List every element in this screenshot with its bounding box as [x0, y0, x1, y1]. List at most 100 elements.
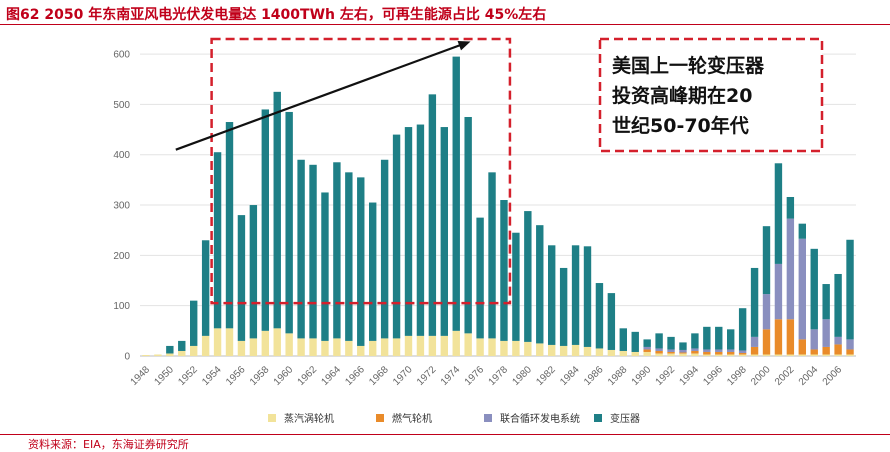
bar-gas-1998: [738, 352, 747, 355]
bar-combined-2004: [810, 329, 818, 350]
y-tick-label: 0: [124, 352, 130, 363]
note-text-line: 美国上一轮变压器: [612, 54, 765, 77]
bar-transformer-2000: [762, 226, 771, 295]
x-tick-label: 1994: [678, 364, 702, 388]
bar-steam-1958: [261, 330, 269, 356]
y-axis: 0 100 200 300 400 500 600: [113, 50, 130, 363]
bar-transformer-1991: [655, 333, 663, 349]
bar-transformer-1974: [452, 56, 460, 331]
bar-transformer-1981: [536, 225, 544, 344]
bar-gas-2007: [846, 349, 854, 355]
bar-transformer-1951: [178, 340, 186, 351]
bar-steam-1974: [452, 330, 460, 356]
legend-label-gas: 燃气轮机: [392, 412, 432, 425]
legend-label-steam: 蒸汽涡轮机: [284, 412, 334, 425]
bar-transformer-1959: [273, 91, 281, 329]
bar-steam-1972: [428, 335, 437, 356]
bar-combined-2003: [798, 238, 806, 340]
x-tick-label: 1988: [606, 364, 630, 388]
bar-gas-2006: [834, 344, 842, 355]
bar-transformer-1995: [703, 326, 711, 350]
bar-transformer-1963: [321, 192, 329, 341]
bar-transformer-1962: [309, 164, 317, 339]
y-tick-label: 400: [113, 150, 130, 161]
bar-combined-2006: [834, 336, 842, 345]
x-tick-label: 2002: [773, 364, 797, 388]
legend-label-transformer: 变压器: [610, 412, 640, 425]
bar-steam-1970: [404, 335, 413, 356]
bar-combined-2005: [822, 319, 830, 347]
bar-steam-1982: [548, 344, 556, 356]
bar-combined-1995: [703, 349, 711, 352]
y-tick-label: 300: [113, 201, 130, 212]
bar-steam-2006: [834, 354, 842, 356]
bar-transformer-2002: [786, 196, 795, 219]
bar-transformer-2006: [834, 273, 842, 337]
bar-transformer-2005: [822, 284, 830, 320]
bar-steam-1988: [619, 350, 627, 356]
bar-transformer-1985: [583, 246, 592, 347]
bar-combined-2000: [762, 294, 771, 330]
x-tick-label: 1998: [725, 364, 749, 388]
bar-combined-1998: [738, 350, 747, 353]
bar-transformer-1970: [404, 127, 413, 336]
x-tick-label: 1954: [200, 364, 224, 388]
bar-steam-1948: [142, 354, 150, 356]
bar-transformer-1968: [380, 159, 389, 339]
bar-steam-1950: [166, 353, 174, 356]
bar-steam-1984: [571, 344, 580, 356]
bar-transformer-1952: [190, 300, 198, 346]
y-tick-label: 600: [113, 50, 130, 61]
bar-transformer-2001: [774, 163, 783, 264]
trend-arrow-line: [175, 43, 461, 151]
bar-combined-1997: [727, 349, 735, 352]
trend-arrow-head: [457, 40, 471, 51]
bar-transformer-1971: [416, 124, 425, 336]
bar-gas-2005: [822, 346, 830, 355]
y-tick-label: 500: [113, 100, 130, 111]
legend-swatch-combined: [484, 414, 492, 422]
bar-transformer-2007: [846, 239, 854, 340]
bar-steam-1992: [667, 353, 675, 356]
bar-steam-1951: [178, 350, 186, 356]
bar-steam-1998: [738, 354, 747, 356]
bar-steam-2007: [846, 354, 854, 356]
x-tick-label: 1956: [224, 364, 248, 388]
bar-transformer-1986: [595, 283, 604, 349]
x-tick-label: 1948: [129, 364, 153, 388]
bar-transformer-1983: [559, 267, 568, 346]
legend-swatch-transformer: [594, 414, 602, 422]
bar-steam-1966: [357, 345, 365, 356]
bar-combined-1993: [679, 349, 687, 353]
bar-steam-2004: [810, 354, 818, 356]
bar-steam-1993: [679, 353, 687, 356]
grid-lines: [140, 53, 856, 357]
bar-steam-1960: [285, 333, 293, 356]
bar-transformer-1960: [285, 111, 293, 334]
bar-transformer-1969: [392, 134, 401, 339]
bar-steam-1994: [691, 353, 699, 356]
bar-steam-1957: [249, 338, 258, 356]
x-tick-label: 2000: [749, 364, 773, 388]
bar-transformer-1950: [166, 345, 174, 354]
bar-combined-1996: [715, 349, 723, 352]
bar-gas-1996: [715, 351, 723, 355]
x-tick-label: 1952: [176, 364, 200, 388]
bar-transformer-1977: [488, 172, 496, 339]
bar-transformer-1990: [643, 339, 651, 347]
bar-transformer-1993: [679, 342, 687, 350]
bar-steam-1977: [488, 338, 496, 356]
bar-steam-1985: [583, 346, 592, 356]
bar-transformer-1978: [500, 200, 508, 341]
x-tick-label: 1958: [248, 364, 272, 388]
bar-steam-1991: [655, 353, 663, 356]
bar-transformer-1965: [345, 172, 353, 341]
bar-transformer-1954: [213, 152, 222, 329]
bar-transformer-1958: [261, 109, 269, 331]
x-tick-label: 2006: [821, 364, 845, 388]
bar-transformer-1994: [691, 333, 699, 349]
bar-steam-1959: [273, 328, 281, 356]
x-tick-label: 1972: [415, 364, 439, 388]
x-tick-label: 1968: [367, 364, 391, 388]
